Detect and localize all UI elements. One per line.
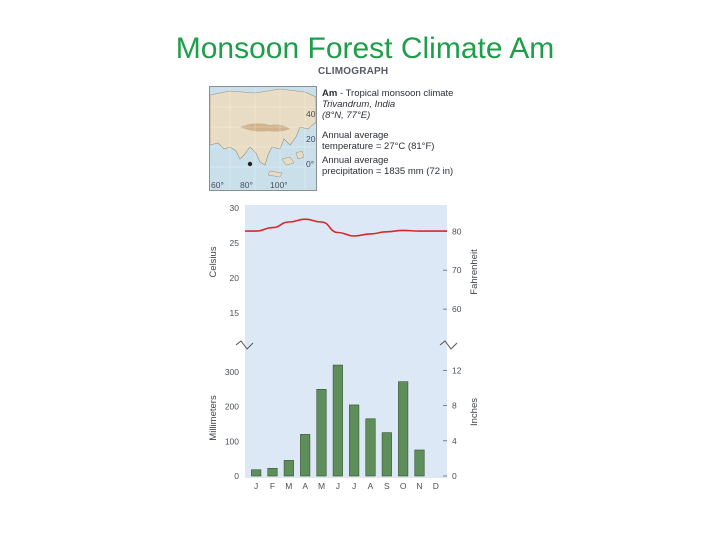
map-label-3: 40° [306,109,316,119]
month-label: A [368,481,374,491]
climate-type: - Tropical monsoon climate [337,88,454,99]
station-coords: (8°N, 77°E) [322,110,371,121]
millimeters-tick-label: 300 [225,367,239,377]
precip-summary-line2: precipitation = 1835 mm (72 in) [322,166,454,177]
fahrenheit-tick-label: 70 [452,265,462,275]
map-label-4: 20° [306,134,316,144]
fahrenheit-tick-label: 60 [452,304,462,314]
map-label-1: 80° [240,180,253,190]
precip-bar-F [267,468,278,477]
celsius-tick-label: 15 [230,308,240,318]
month-label: N [416,481,422,491]
month-label: D [433,481,439,491]
precip-bar-J [332,364,343,477]
map-mountains [240,123,290,132]
map-sea-lines [210,87,316,190]
station-name: Trivandrum, India [322,99,396,110]
axis-break-left [235,340,254,350]
inches-tick-label: 0 [452,471,457,481]
month-label: O [400,481,407,491]
precip-bar-A [300,434,311,477]
celsius-tick-label: 20 [230,273,240,283]
millimeters-tick-label: 200 [225,402,239,412]
precip-bar-M [283,460,294,477]
month-label: S [384,481,390,491]
inches-axis-title: Inches [469,398,480,426]
map-islands [267,150,305,178]
precip-bar-J [349,404,360,477]
temp-summary-line1: Annual average [322,130,389,141]
chart-background [245,205,447,478]
map-label-5: 0° [306,159,314,169]
month-label: J [254,481,258,491]
precip-bar-A [365,418,376,477]
precip-bar-M [316,389,327,477]
temperature-line [245,218,447,237]
climograph-label: CLIMOGRAPH [318,66,389,77]
temp-summary-line2: temperature = 27°C (81°F) [322,141,435,152]
axis-break-right [439,340,458,350]
millimeters-tick-label: 0 [234,471,239,481]
climate-code: Am [322,88,338,99]
month-label: J [352,481,356,491]
fahrenheit-axis-title: Fahrenheit [469,249,480,295]
fahrenheit-tick-label: 80 [452,226,462,236]
climate-info: Am - Tropical monsoon climate Trivandrum… [322,88,453,177]
precip-summary-line1: Annual average [322,155,389,166]
precip-bar-N [414,449,425,477]
precip-bar-O [398,381,409,477]
precip-bar-J [251,469,262,477]
precip-bar-S [381,432,392,477]
station-marker [247,161,253,167]
month-label: M [318,481,325,491]
celsius-tick-label: 25 [230,238,240,248]
map-label-0: 60° [211,180,224,190]
slide-title: Monsoon Forest Climate Am [175,32,555,65]
map-label-2: 100° [270,180,288,190]
month-label: M [285,481,292,491]
month-label: F [270,481,275,491]
asia-locator-map: 60° 80° 100° 40° 20° 0° [209,86,317,191]
celsius-tick-label: 30 [230,203,240,213]
inches-tick-label: 4 [452,436,457,446]
inches-tick-label: 8 [452,401,457,411]
millimeters-tick-label: 100 [225,436,239,446]
month-label: J [336,481,340,491]
inches-tick-label: 12 [452,365,462,375]
month-label: A [302,481,308,491]
celsius-axis-title: Celsius [208,246,219,277]
millimeters-axis-title: Millimeters [208,395,219,441]
